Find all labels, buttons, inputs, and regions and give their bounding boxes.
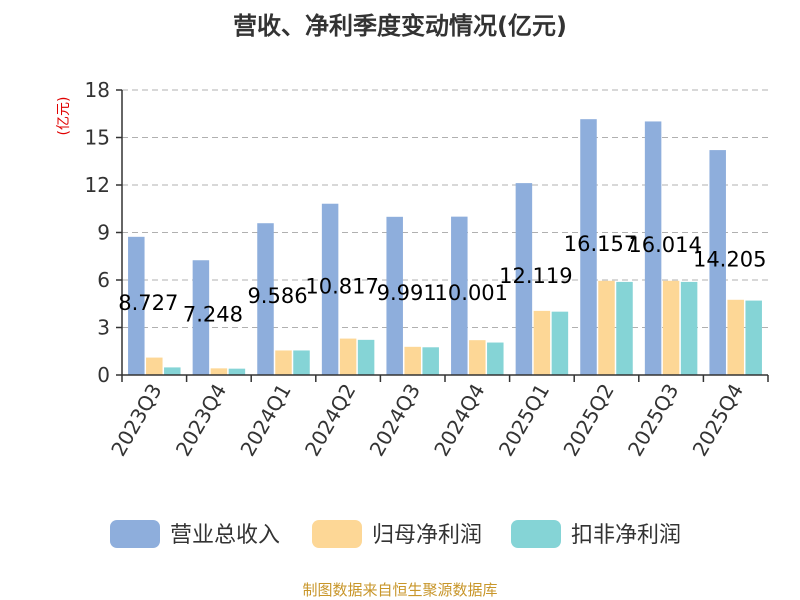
x-tick-label: 2025Q1 [494, 380, 554, 461]
bar-deducted-net-profit[interactable] [422, 347, 439, 375]
legend-swatch[interactable] [110, 520, 160, 548]
bars [128, 119, 762, 375]
data-label-revenue: 7.248 [183, 303, 243, 327]
bar-deducted-net-profit[interactable] [293, 350, 310, 375]
bar-revenue[interactable] [644, 121, 662, 375]
x-tick-label: 2024Q2 [300, 380, 360, 461]
legend: 营业总收入 归母净利润 扣非净利润 [110, 520, 681, 548]
bar-revenue[interactable] [515, 183, 533, 375]
bar-deducted-net-profit[interactable] [616, 281, 633, 375]
bar-net-profit[interactable] [210, 368, 228, 375]
bar-revenue[interactable] [386, 216, 403, 375]
x-tick-label: 2025Q2 [558, 380, 618, 461]
grid-lines [122, 89, 768, 328]
legend-swatch[interactable] [511, 520, 561, 548]
legend-label[interactable]: 营业总收入 [170, 523, 280, 548]
bar-deducted-net-profit[interactable] [228, 368, 246, 375]
bar-deducted-net-profit[interactable] [745, 300, 762, 375]
x-tick-label: 2024Q1 [235, 380, 295, 461]
data-label-revenue: 16.014 [628, 233, 701, 257]
legend-label[interactable]: 扣非净利润 [571, 523, 681, 548]
chart-title: 营收、净利季度变动情况(亿元) [233, 12, 567, 40]
data-label-revenue: 10.817 [305, 274, 378, 298]
data-source-note: 制图数据来自恒生聚源数据库 [302, 581, 497, 599]
bar-net-profit[interactable] [533, 310, 551, 375]
bar-net-profit[interactable] [727, 299, 744, 375]
data-label-revenue: 16.157 [564, 232, 637, 256]
bar-net-profit[interactable] [469, 340, 486, 375]
bar-deducted-net-profit[interactable] [680, 281, 698, 375]
legend-label[interactable]: 归母净利润 [372, 523, 482, 548]
y-axis-unit-label: (亿元) [56, 97, 72, 136]
bar-net-profit[interactable] [662, 280, 680, 375]
x-tick-label: 2025Q4 [688, 380, 748, 461]
x-tick-label: 2023Q3 [106, 380, 166, 461]
bar-deducted-net-profit[interactable] [551, 311, 569, 375]
x-axis-ticks: 2023Q3 2023Q4 2024Q1 2024Q2 2024Q3 2024Q4 2025… [106, 375, 769, 461]
y-tick-label: 18 [85, 78, 110, 102]
legend-swatch[interactable] [312, 520, 362, 548]
x-tick-label: 2023Q4 [171, 380, 231, 461]
bar-revenue[interactable] [709, 150, 726, 375]
bar-net-profit[interactable] [339, 338, 357, 375]
x-tick-label: 2024Q4 [429, 380, 489, 461]
y-tick-label: 12 [85, 173, 110, 197]
bar-deducted-net-profit[interactable] [164, 367, 181, 375]
y-tick-label: 9 [97, 221, 110, 245]
y-tick-label: 0 [97, 363, 110, 387]
data-label-revenue: 12.119 [499, 264, 572, 288]
bar-net-profit[interactable] [146, 357, 163, 375]
data-label-revenue: 8.727 [118, 291, 178, 315]
bar-net-profit[interactable] [404, 346, 421, 375]
bar-revenue[interactable] [192, 260, 210, 375]
data-label-revenue: 9.991 [377, 281, 437, 305]
data-label-revenue: 10.001 [435, 281, 508, 305]
bar-revenue[interactable] [451, 216, 468, 375]
bar-revenue[interactable] [321, 203, 339, 375]
y-tick-label: 3 [97, 316, 110, 340]
x-tick-label: 2024Q3 [365, 380, 425, 461]
x-tick-label: 2025Q3 [623, 380, 683, 461]
data-label-revenue: 9.586 [247, 284, 307, 308]
bar-net-profit[interactable] [598, 280, 615, 375]
bar-revenue[interactable] [580, 119, 597, 375]
bar-net-profit[interactable] [275, 350, 292, 375]
bar-deducted-net-profit[interactable] [357, 339, 375, 375]
y-tick-label: 6 [97, 268, 110, 292]
y-tick-label: 15 [85, 126, 110, 150]
bar-revenue[interactable] [257, 223, 274, 375]
y-axis-ticks: 0 3 6 9 12 15 18 [85, 78, 122, 387]
bar-deducted-net-profit[interactable] [487, 342, 504, 375]
bar-revenue[interactable] [128, 236, 145, 375]
data-label-revenue: 14.205 [693, 248, 766, 272]
